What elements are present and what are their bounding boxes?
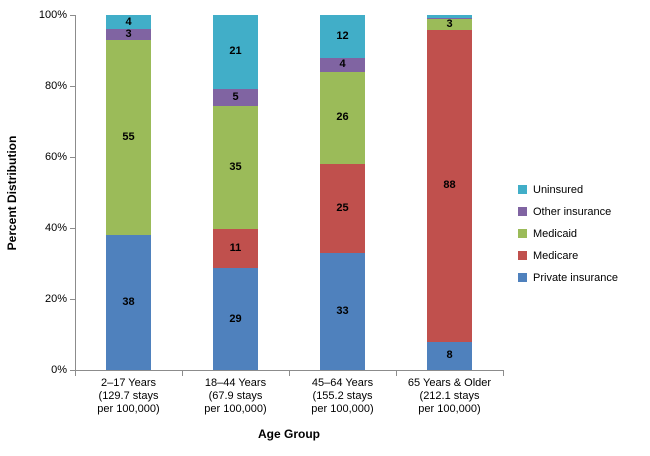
x-category-label: 18–44 Years (67.9 stays per 100,000): [204, 377, 267, 415]
bar-1: 38 55 3 4: [106, 15, 151, 370]
legend-item-medicaid: Medicaid: [518, 227, 618, 240]
segment-value-label: 3: [446, 17, 453, 30]
legend-swatch-icon: [518, 251, 527, 260]
legend-swatch-icon: [518, 229, 527, 238]
x-tick-mark: [503, 371, 504, 376]
x-tick-mark: [75, 371, 76, 376]
y-tick-mark: [70, 228, 75, 229]
y-axis-title: Percent Distribution: [5, 135, 19, 251]
segment-value-label: 8: [446, 349, 453, 362]
x-category-label: 2–17 Years (129.7 stays per 100,000): [97, 377, 160, 415]
legend-item-other-insurance: Other insurance: [518, 205, 618, 218]
legend-label: Private insurance: [533, 271, 618, 284]
y-tick-label: 100%: [38, 9, 67, 21]
bar-2: 29 11 35 5 21: [213, 15, 258, 370]
y-tick-label: 60%: [44, 151, 67, 163]
segment-medicare: 25: [320, 164, 365, 253]
segment-value-label: 21: [229, 45, 242, 58]
y-tick-label: 80%: [44, 80, 67, 92]
segment-value-label: 4: [339, 58, 346, 71]
legend-swatch-icon: [518, 207, 527, 216]
bar-4: 8 88 3: [427, 15, 472, 370]
plot-area: [75, 15, 504, 371]
legend-item-medicare: Medicare: [518, 249, 618, 262]
segment-value-label: 55: [122, 130, 135, 143]
y-tick-label: 40%: [44, 222, 67, 234]
segment-private-insurance: 8: [427, 341, 472, 370]
segment-private-insurance: 29: [213, 268, 258, 370]
segment-medicare: 88: [427, 29, 472, 342]
segment-uninsured: 21: [213, 15, 258, 89]
x-tick-mark: [396, 371, 397, 376]
legend: Uninsured Other insurance Medicaid Medicare…: [518, 183, 618, 293]
x-tick-mark: [182, 371, 183, 376]
x-category-label: 65 Years & Older (212.1 stays per 100,000): [407, 377, 492, 415]
segment-medicaid: 55: [106, 39, 151, 236]
y-tick-mark: [70, 299, 75, 300]
segment-value-label: 88: [443, 179, 456, 192]
legend-item-private-insurance: Private insurance: [518, 271, 618, 284]
legend-label: Medicare: [533, 249, 579, 262]
segment-other-insurance: 5: [213, 88, 258, 107]
segment-value-label: 3: [125, 28, 132, 41]
y-tick-label: 20%: [44, 293, 67, 305]
segment-value-label: 38: [122, 296, 135, 309]
segment-value-label: 11: [229, 242, 242, 255]
legend-swatch-icon: [518, 273, 527, 282]
legend-item-uninsured: Uninsured: [518, 183, 618, 196]
y-tick-label: 0%: [51, 364, 67, 376]
segment-uninsured: [427, 15, 472, 18]
legend-swatch-icon: [518, 185, 527, 194]
segment-medicare: 11: [213, 229, 258, 269]
bar-3: 33 25 26 4 12: [320, 15, 365, 370]
segment-value-label: 35: [229, 161, 242, 174]
segment-value-label: 25: [336, 201, 349, 214]
segment-value-label: 4: [125, 15, 132, 28]
segment-medicaid: 35: [213, 106, 258, 230]
segment-uninsured: 12: [320, 15, 365, 58]
segment-value-label: 29: [229, 312, 242, 325]
segment-value-label: 12: [336, 29, 349, 42]
legend-label: Uninsured: [533, 183, 584, 196]
segment-other-insurance: [427, 17, 472, 19]
x-category-label: 45–64 Years (155.2 stays per 100,000): [311, 377, 374, 415]
legend-label: Medicaid: [533, 227, 578, 240]
y-tick-mark: [70, 370, 75, 371]
y-tick-mark: [70, 157, 75, 158]
segment-private-insurance: 38: [106, 235, 151, 370]
segment-value-label: 33: [336, 304, 349, 317]
segment-medicaid: 26: [320, 71, 365, 165]
segment-medicaid: 3: [427, 17, 472, 30]
x-tick-mark: [289, 371, 290, 376]
segment-uninsured: 4: [106, 15, 151, 30]
legend-label: Other insurance: [533, 205, 612, 218]
x-axis-title: Age Group: [258, 427, 320, 441]
segment-other-insurance: 4: [320, 57, 365, 72]
segment-private-insurance: 33: [320, 252, 365, 370]
y-tick-mark: [70, 15, 75, 16]
segment-value-label: 5: [232, 91, 239, 104]
segment-other-insurance: 3: [106, 29, 151, 40]
segment-value-label: 26: [336, 111, 349, 124]
y-tick-mark: [70, 86, 75, 87]
